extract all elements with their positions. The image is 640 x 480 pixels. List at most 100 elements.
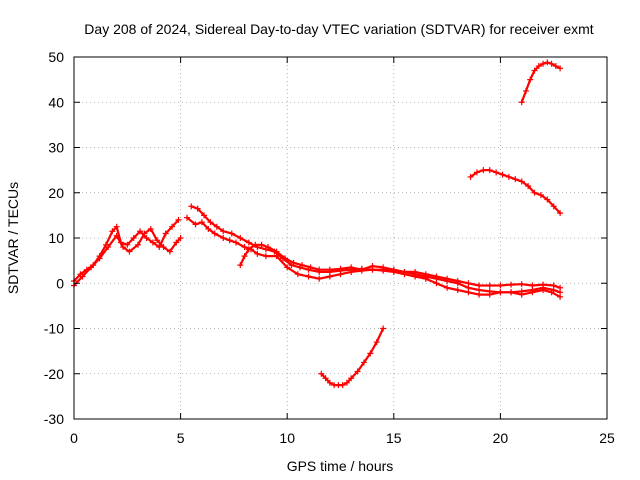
x-tick-label: 15 (386, 430, 402, 446)
y-tick-label: -30 (44, 411, 64, 427)
data-point (213, 223, 220, 230)
data-point (348, 264, 355, 271)
data-point (113, 232, 120, 239)
data-point (465, 289, 472, 296)
data-point (326, 379, 333, 386)
data-point (173, 239, 180, 246)
data-point (550, 203, 557, 210)
data-point (326, 266, 333, 273)
data-point (512, 176, 519, 183)
y-tick-label: 0 (56, 275, 64, 291)
x-tick-label: 25 (599, 430, 615, 446)
data-point (544, 59, 551, 66)
data-point (220, 235, 227, 241)
series-track-8 (518, 59, 564, 106)
data-point (401, 268, 408, 275)
data-point (444, 275, 451, 282)
data-point (486, 291, 493, 298)
data-point (262, 253, 269, 260)
data-point (143, 235, 150, 241)
data-point (177, 235, 184, 241)
series-track-2 (71, 225, 184, 289)
data-point (412, 268, 419, 275)
series-line (320, 327, 385, 387)
data-point (348, 375, 355, 382)
data-point (237, 262, 244, 269)
series-track-7 (467, 167, 564, 217)
data-point (358, 266, 365, 273)
data-point (126, 248, 133, 255)
data-point (175, 216, 182, 223)
data-point (518, 178, 525, 185)
data-point (201, 212, 208, 219)
data-point (105, 244, 112, 251)
data-point (160, 244, 167, 251)
data-point (149, 239, 156, 246)
series-line (185, 216, 562, 298)
data-point (476, 291, 483, 298)
data-point (194, 205, 201, 212)
data-point (183, 214, 190, 221)
x-tick-label: 10 (279, 430, 295, 446)
y-tick-label: 30 (48, 140, 64, 156)
data-point (454, 287, 461, 294)
data-point (527, 76, 534, 83)
data-point (444, 284, 451, 291)
data-point (360, 359, 367, 366)
series-track-4 (183, 214, 564, 300)
data-point (508, 281, 515, 288)
data-point (557, 284, 564, 291)
data-point (245, 239, 252, 246)
data-point (326, 273, 333, 280)
data-point (228, 230, 235, 237)
y-tick-label: 10 (48, 230, 64, 246)
data-point (120, 244, 127, 251)
data-point (537, 192, 544, 199)
data-point (245, 246, 252, 253)
axis-ticks: 0 5 10 15 20 25 -30 -20 -10 0 10 20 30 40 50 (44, 49, 615, 446)
data-point (237, 235, 244, 241)
data-point (540, 60, 547, 67)
data-point (433, 273, 440, 280)
y-tick-label: -10 (44, 321, 64, 337)
data-point (233, 239, 240, 246)
series-line (520, 61, 562, 104)
data-point (497, 289, 504, 296)
data-point (518, 99, 525, 106)
data-point (205, 225, 212, 232)
data-point (241, 244, 248, 251)
data-point (166, 248, 173, 255)
data-point (198, 219, 205, 226)
data-point (354, 368, 361, 375)
data-point (531, 189, 538, 196)
data-point (294, 271, 301, 278)
data-point (147, 225, 154, 232)
data-point (548, 289, 555, 296)
data-point (169, 223, 176, 230)
x-tick-label: 0 (70, 430, 78, 446)
data-point (473, 169, 480, 176)
data-point (505, 173, 512, 180)
series-track-6 (318, 325, 387, 389)
data-point (486, 282, 493, 289)
data-point (522, 87, 529, 94)
data-point (188, 203, 195, 210)
data-point (337, 271, 344, 278)
data-point (531, 67, 538, 74)
data-point (284, 264, 291, 271)
data-point (557, 293, 564, 300)
data-point (465, 280, 472, 287)
data-point (535, 63, 542, 70)
data-point (433, 280, 440, 287)
data-point (373, 339, 380, 346)
data-point (226, 237, 233, 244)
data-point (141, 230, 148, 237)
data-point (316, 275, 323, 282)
data-point (273, 248, 280, 255)
plot-area-border (73, 56, 608, 420)
data-point (137, 228, 144, 235)
data-point (211, 230, 218, 237)
data-point (109, 228, 116, 235)
data-point (486, 167, 493, 174)
